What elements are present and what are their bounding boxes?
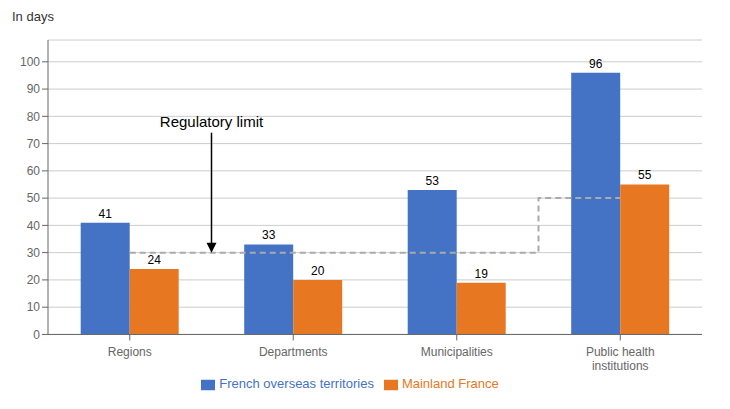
svg-text:80: 80 [27, 110, 41, 124]
svg-text:Regulatory limit: Regulatory limit [160, 113, 264, 130]
svg-text:20: 20 [27, 273, 41, 287]
svg-text:53: 53 [426, 174, 440, 188]
svg-text:20: 20 [311, 264, 325, 278]
svg-text:24: 24 [148, 253, 162, 267]
svg-text:Public healthinstitutions: Public healthinstitutions [586, 345, 655, 373]
svg-text:40: 40 [27, 219, 41, 233]
svg-text:19: 19 [475, 267, 489, 281]
svg-text:70: 70 [27, 137, 41, 151]
html-text:Mainland France: Mainland France [401, 376, 499, 392]
svg-text:100: 100 [20, 55, 40, 69]
svg-text:90: 90 [27, 82, 41, 96]
svg-text:33: 33 [262, 228, 276, 242]
html-text:French overseas territories: French overseas territories [219, 376, 374, 392]
svg-text:55: 55 [638, 168, 652, 182]
svg-text:50: 50 [27, 191, 41, 205]
svg-text:60: 60 [27, 164, 41, 178]
svg-text:Departments: Departments [259, 345, 328, 359]
html-text:In days: In days [12, 9, 54, 24]
svg-text:10: 10 [27, 300, 41, 314]
svg-text:0: 0 [33, 328, 40, 342]
svg-text:Municipalities: Municipalities [421, 345, 493, 359]
svg-text:96: 96 [589, 57, 603, 71]
svg-text:Regions: Regions [108, 345, 152, 359]
svg-text:30: 30 [27, 246, 41, 260]
svg-text:41: 41 [99, 207, 113, 221]
